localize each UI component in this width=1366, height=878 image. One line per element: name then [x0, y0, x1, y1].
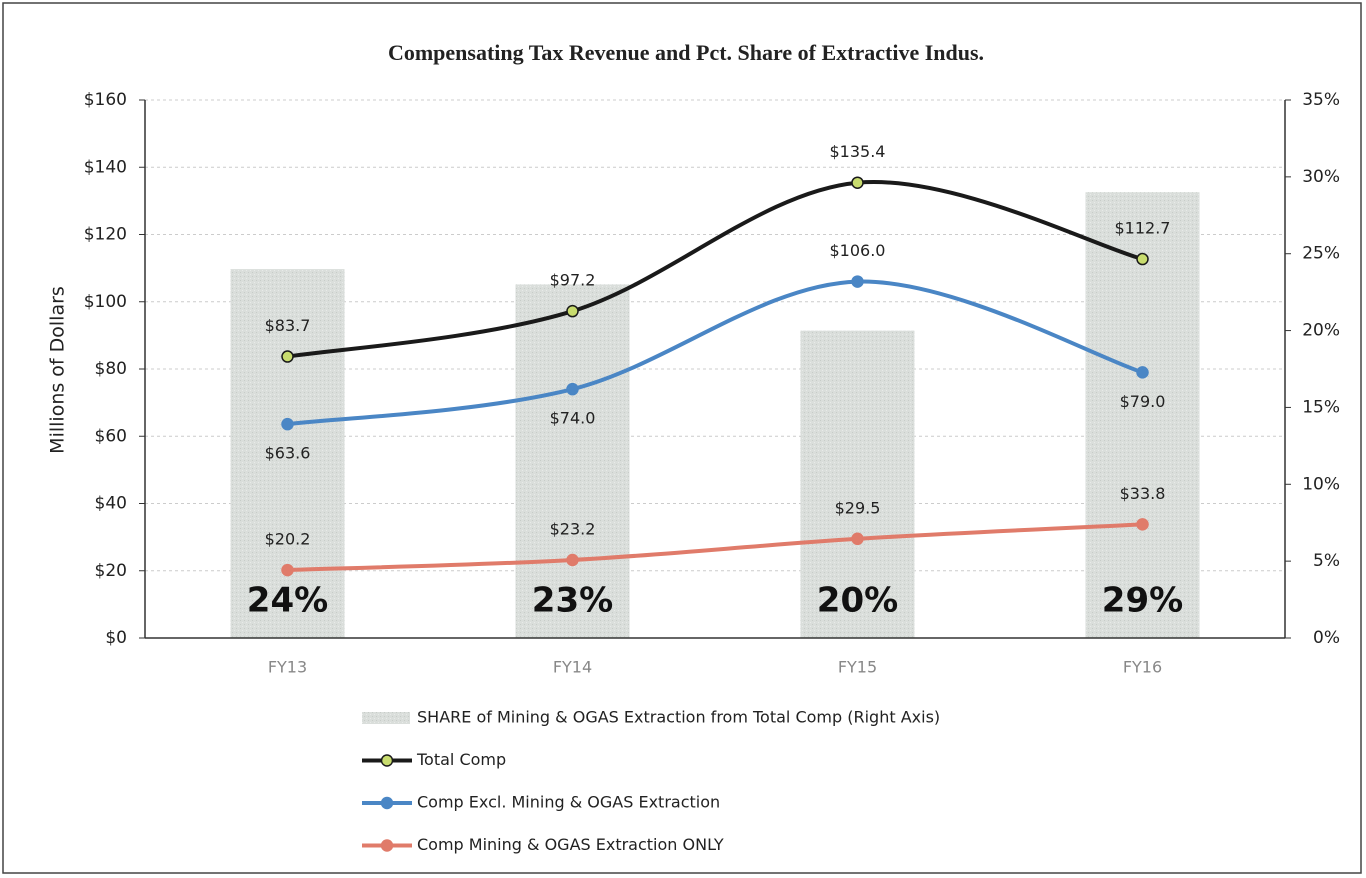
y2-tick-label: 0%	[1313, 628, 1340, 648]
marker	[851, 532, 864, 546]
marker	[281, 350, 294, 363]
marker	[566, 304, 579, 318]
bar	[515, 284, 630, 638]
line	[287, 279, 1144, 427]
chart-title: Compensating Tax Revenue and Pct. Share …	[388, 40, 984, 65]
x-tick-label: FY15	[838, 658, 877, 677]
legend-label: SHARE of Mining & OGAS Extraction from T…	[417, 708, 940, 727]
y-tick-label: $80	[95, 359, 127, 379]
value-label: $106.0	[830, 241, 886, 260]
legend-label: Total Comp	[416, 750, 506, 769]
marker	[1136, 366, 1149, 379]
legend-marker	[380, 796, 394, 810]
bar-value-label: 24%	[247, 581, 328, 621]
y-axis-label: Millions of Dollars	[47, 286, 69, 454]
marker	[851, 275, 864, 288]
x-tick-label: FY13	[268, 658, 307, 677]
bar-value-label: 20%	[817, 581, 898, 621]
value-label: $23.2	[550, 519, 596, 538]
y2-tick-label: 15%	[1302, 397, 1340, 417]
legend-label: Comp Mining & OGAS Extraction ONLY	[417, 835, 724, 854]
y-tick-label: $140	[84, 157, 127, 177]
value-label: $33.8	[1120, 484, 1166, 503]
y-tick-label: $160	[84, 90, 127, 110]
legend-swatch	[362, 712, 410, 724]
y-tick-label: $0	[105, 628, 127, 648]
value-label: $112.7	[1115, 219, 1171, 238]
marker	[1136, 518, 1149, 531]
marker	[566, 382, 579, 396]
y2-tick-label: 5%	[1313, 551, 1340, 571]
y2-tick-label: 20%	[1302, 321, 1340, 341]
bar	[230, 269, 345, 638]
y-tick-label: $20	[95, 561, 127, 581]
y-tick-label: $40	[95, 494, 127, 514]
value-label: $83.7	[265, 316, 311, 335]
value-label: $74.0	[550, 409, 596, 428]
bar-value-label: 29%	[1102, 581, 1183, 621]
value-label: $135.4	[830, 142, 886, 161]
y2-tick-label: 25%	[1302, 244, 1340, 264]
value-label: $63.6	[265, 444, 311, 463]
value-label: $29.5	[835, 498, 881, 517]
x-tick-label: FY14	[553, 658, 592, 677]
value-label: $79.0	[1120, 392, 1166, 411]
bar	[1085, 192, 1200, 638]
x-tick-label: FY16	[1123, 658, 1162, 677]
value-label: $20.2	[265, 530, 311, 549]
legend-marker	[380, 754, 394, 767]
marker	[281, 417, 294, 431]
legend-label: Comp Excl. Mining & OGAS Extraction	[417, 793, 720, 812]
legend-marker	[380, 839, 394, 852]
y-tick-label: $60	[95, 426, 127, 446]
value-label: $97.2	[550, 271, 596, 290]
y2-tick-label: 10%	[1302, 474, 1340, 494]
marker	[851, 176, 864, 189]
marker	[1136, 252, 1149, 266]
bar-value-label: 23%	[532, 581, 613, 621]
bar	[800, 330, 915, 638]
line	[287, 179, 1144, 359]
y2-tick-label: 35%	[1302, 90, 1340, 110]
y2-tick-label: 30%	[1302, 167, 1340, 187]
marker	[281, 563, 294, 577]
y-tick-label: $100	[84, 292, 127, 312]
line	[287, 522, 1143, 573]
marker	[566, 553, 579, 567]
y-tick-label: $120	[84, 225, 127, 245]
